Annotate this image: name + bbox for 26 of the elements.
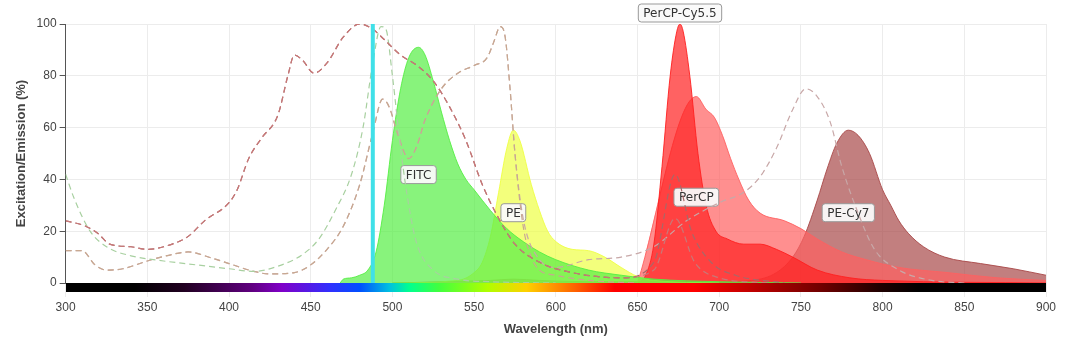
x-tick-label: 450 bbox=[300, 299, 322, 314]
x-tick-label: 800 bbox=[872, 299, 893, 314]
y-tick-label: 60 bbox=[43, 119, 57, 134]
x-tick-label: 650 bbox=[627, 299, 648, 314]
x-tick-label: 400 bbox=[219, 299, 240, 314]
y-tick-label: 80 bbox=[43, 68, 57, 83]
x-tick-label: 500 bbox=[382, 299, 403, 314]
x-tick-label: 550 bbox=[464, 299, 485, 314]
x-tick-label: 350 bbox=[137, 299, 158, 314]
series-label: PE-Cy7 bbox=[827, 205, 870, 220]
x-axis-title: Wavelength (nm) bbox=[503, 320, 608, 336]
x-tick-label: 300 bbox=[55, 299, 76, 314]
y-tick-label: 40 bbox=[43, 171, 57, 186]
series-label: PerCP-Cy5.5 bbox=[643, 6, 717, 21]
x-tick-label: 700 bbox=[709, 299, 730, 314]
y-tick-label: 100 bbox=[36, 16, 57, 31]
x-tick-label: 750 bbox=[790, 299, 812, 314]
series-label: PerCP bbox=[678, 190, 714, 205]
series-label: FITC bbox=[405, 167, 432, 182]
y-tick-label: 20 bbox=[43, 223, 57, 238]
y-tick-label: 0 bbox=[49, 275, 57, 290]
series-label: PE bbox=[505, 205, 521, 220]
x-tick-label: 850 bbox=[954, 299, 975, 314]
x-tick-label: 900 bbox=[1035, 299, 1057, 314]
x-tick-label: 600 bbox=[545, 299, 567, 314]
y-axis-title: Excitation/Emission (%) bbox=[13, 79, 29, 228]
